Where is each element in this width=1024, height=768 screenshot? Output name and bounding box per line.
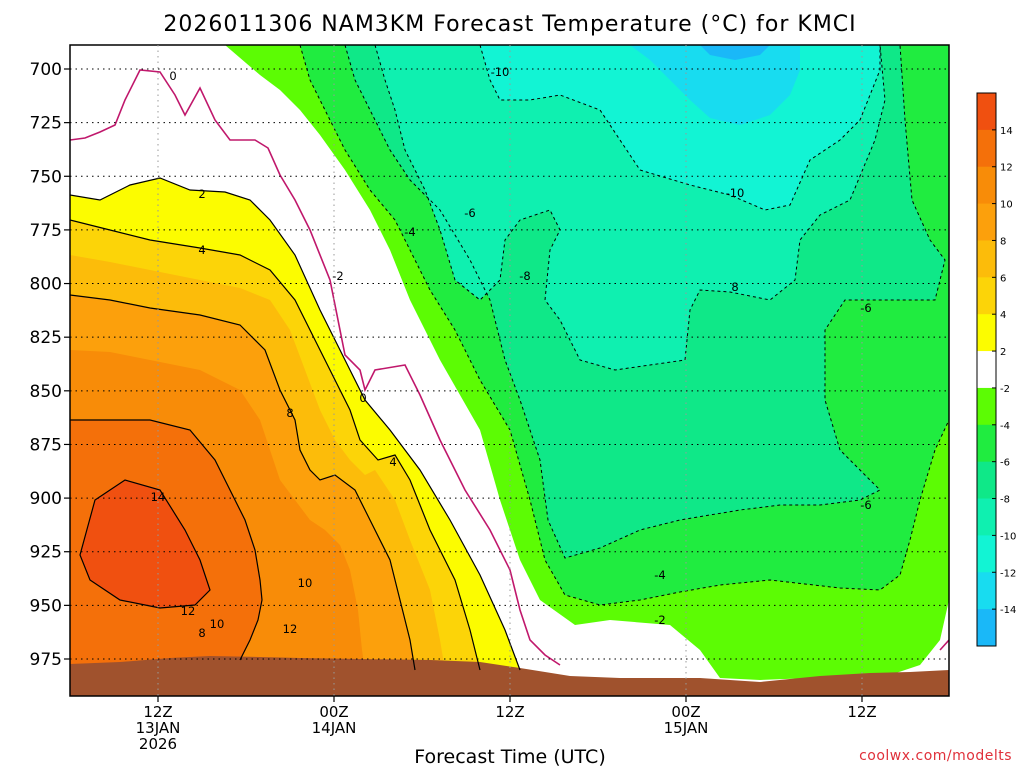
chart-title: 2026011306 NAM3KM Forecast Temperature (… (163, 12, 856, 37)
colorbar-label: -8 (1000, 495, 1010, 506)
colorbar-label: 2 (1000, 347, 1006, 358)
contour-label: -10 (726, 186, 745, 200)
contour-label: -10 (491, 65, 510, 79)
region-above-plus14 (80, 480, 210, 608)
colorbar-swatch (977, 166, 996, 205)
colorbar-label: 6 (1000, 273, 1006, 284)
contour-label: -6 (464, 206, 475, 220)
contour-label: 12 (283, 622, 298, 636)
region-minus12-to-minus14 (630, 45, 800, 125)
contour-label: 2 (198, 187, 205, 201)
colorbar-label: -10 (1000, 531, 1016, 542)
x-axis-label: Forecast Time (UTC) (414, 746, 605, 768)
y-tick-label: 775 (30, 221, 62, 241)
colorbar-swatch (977, 498, 996, 536)
y-tick-label: 800 (30, 275, 62, 295)
x-tick-label: 00Z (671, 703, 700, 721)
colorbar-label: 4 (1000, 310, 1006, 321)
colorbar-swatch (977, 93, 996, 131)
colorbar-label: -12 (1000, 568, 1016, 579)
x-tick-label: 2026 (139, 735, 177, 753)
contour-zero-line-right (939, 639, 949, 651)
y-tick-label: 925 (30, 543, 62, 563)
x-tick-label: 14JAN (312, 719, 357, 737)
colorbar-label: 14 (1000, 126, 1013, 137)
contour-label: 12 (181, 604, 196, 618)
contour-label: 10 (298, 576, 313, 590)
contour-label: -2 (654, 613, 665, 627)
contour-label: 4 (389, 455, 396, 469)
contour-label: 0 (169, 69, 176, 83)
contour-cold-lines (299, 45, 949, 606)
colorbar-frame (976, 92, 997, 647)
contour-label: 8 (198, 626, 205, 640)
y-tick-label: 950 (30, 596, 62, 616)
colorbar-swatch (977, 609, 996, 647)
colorbar-swatch (977, 129, 996, 168)
y-tick-label: 750 (30, 167, 62, 187)
contour-label: -4 (654, 568, 665, 582)
y-tick-label: 900 (30, 489, 62, 509)
y-tick-label: 875 (30, 435, 62, 455)
contour-label: 10 (210, 617, 225, 631)
contour-label: 4 (198, 243, 205, 257)
x-tick-label: 15JAN (664, 719, 709, 737)
temperature-fill-regions (70, 45, 949, 696)
colorbar-legend: 14 12 10 8 6 4 2 -2 -4 -6 -8 -10 -12 -14 (976, 92, 1016, 647)
colorbar-label: 12 (1000, 163, 1013, 174)
colorbar-swatch (977, 424, 996, 463)
contour-label: 8 (286, 406, 293, 420)
x-tick-label: 12Z (847, 703, 876, 721)
colorbar-label: 8 (1000, 236, 1006, 247)
region-below-minus14 (700, 45, 770, 60)
y-tick-label: 825 (30, 328, 62, 348)
colorbar-swatch (977, 572, 996, 610)
colorbar-swatch (977, 277, 996, 315)
contour-label: 0 (359, 391, 366, 405)
contour-zero-line (70, 69, 561, 666)
colorbar-swatch (977, 314, 996, 352)
colorbar-swatch (977, 387, 996, 426)
x-tick-label: 13JAN (136, 719, 181, 737)
contour-label: -4 (404, 225, 415, 239)
x-tick-label: 00Z (319, 703, 348, 721)
x-tick-label: 12Z (495, 703, 524, 721)
contour-label: -8 (519, 269, 530, 283)
contour-lines (70, 45, 949, 671)
contour-label: -6 (860, 301, 871, 315)
y-tick-label: 850 (30, 382, 62, 402)
colorbar-label: -6 (1000, 458, 1010, 469)
colorbar-label: -14 (1000, 605, 1016, 616)
contour-label: 8 (731, 280, 738, 294)
colorbar-swatch (977, 535, 996, 573)
colorbar-label: 10 (1000, 200, 1013, 211)
x-tick-label: 12Z (143, 703, 172, 721)
y-tick-label: 725 (30, 114, 62, 134)
colorbar-swatch (977, 240, 996, 278)
y-tick-label: 975 (30, 650, 62, 670)
contour-label: -6 (860, 498, 871, 512)
gridlines (70, 45, 949, 696)
colorbar-label: -2 (1000, 384, 1010, 395)
contour-warm-lines (70, 177, 521, 671)
y-axis-ticks: 700 725 750 775 800 825 850 875 900 925 950 975 (30, 60, 70, 670)
colorbar-swatch (977, 203, 996, 241)
contour-label: -2 (332, 269, 343, 283)
y-tick-label: 700 (30, 60, 62, 80)
colorbar-swatch (977, 461, 996, 500)
terrain-below-ground (70, 656, 949, 696)
colorbar-label: -4 (1000, 421, 1010, 432)
colorbar-swatch (977, 351, 996, 389)
credit-text: coolwx.com/modelts (859, 748, 1012, 764)
contour-label: 14 (151, 490, 166, 504)
